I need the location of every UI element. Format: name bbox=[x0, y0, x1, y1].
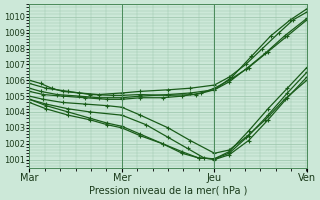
X-axis label: Pression niveau de la mer( hPa ): Pression niveau de la mer( hPa ) bbox=[89, 186, 247, 196]
